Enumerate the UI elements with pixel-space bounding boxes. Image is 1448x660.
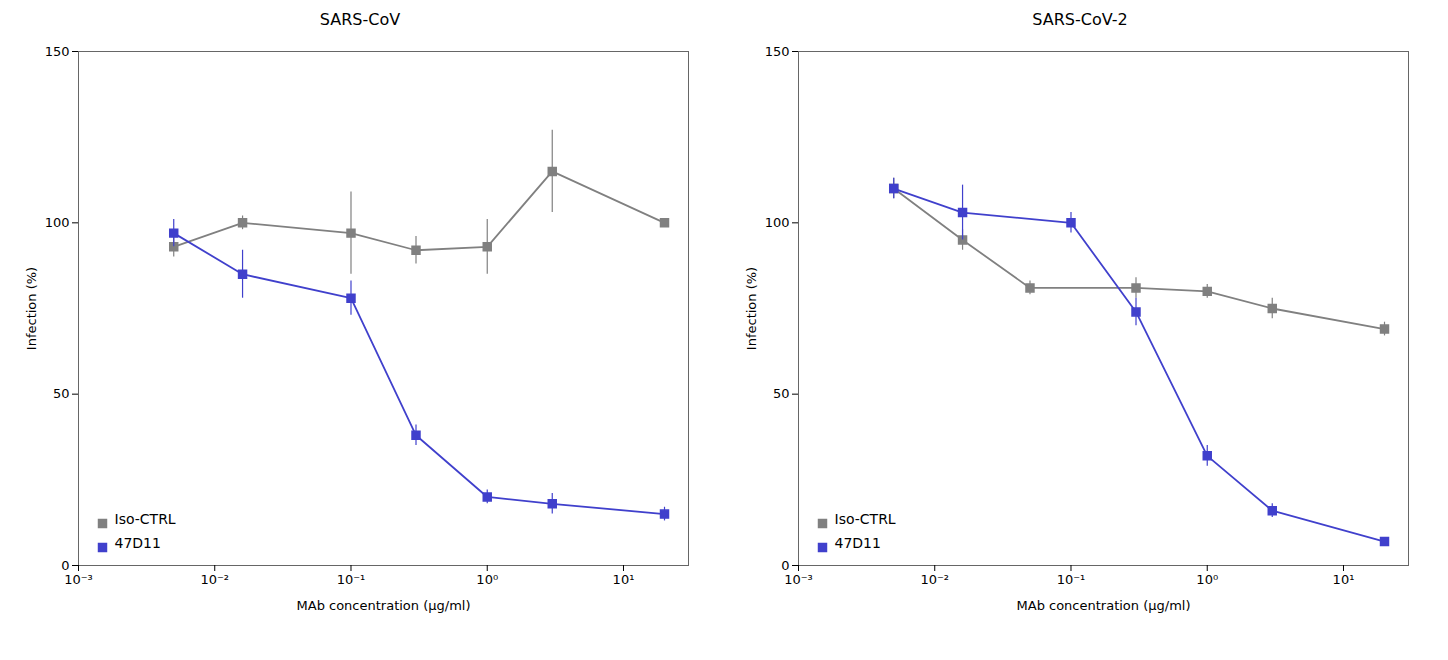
svg-text:10⁻³: 10⁻³ (64, 572, 93, 587)
svg-text:100: 100 (45, 215, 70, 230)
svg-text:0: 0 (61, 558, 69, 573)
svg-text:Iso-CTRL: Iso-CTRL (115, 511, 176, 527)
svg-text:150: 150 (45, 44, 70, 59)
svg-text:0: 0 (781, 558, 789, 573)
svg-text:Infection (%): Infection (%) (24, 267, 39, 350)
svg-text:10¹: 10¹ (1333, 572, 1355, 587)
svg-text:10⁻²: 10⁻² (200, 572, 229, 587)
svg-text:MAb concentration (μg/ml): MAb concentration (μg/ml) (1017, 598, 1191, 613)
svg-text:100: 100 (765, 215, 790, 230)
svg-text:50: 50 (773, 386, 790, 401)
svg-text:Iso-CTRL: Iso-CTRL (835, 511, 896, 527)
html-text:SARS-CoV: SARS-CoV (319, 10, 401, 29)
svg-text:47D11: 47D11 (835, 535, 881, 551)
svg-text:Infection (%): Infection (%) (744, 267, 759, 350)
svg-text:10⁰: 10⁰ (476, 572, 498, 587)
svg-text:10⁻¹: 10⁻¹ (1057, 572, 1086, 587)
svg-text:50: 50 (53, 386, 70, 401)
svg-text:10⁻¹: 10⁻¹ (337, 572, 366, 587)
svg-text:150: 150 (765, 44, 790, 59)
svg-text:47D11: 47D11 (115, 535, 161, 551)
svg-text:10⁻²: 10⁻² (920, 572, 949, 587)
svg-text:10⁰: 10⁰ (1196, 572, 1218, 587)
svg-text:10¹: 10¹ (613, 572, 635, 587)
html-text:SARS-CoV-2: SARS-CoV-2 (1032, 10, 1128, 29)
svg-text:MAb concentration (μg/ml): MAb concentration (μg/ml) (297, 598, 471, 613)
svg-text:10⁻³: 10⁻³ (784, 572, 813, 587)
